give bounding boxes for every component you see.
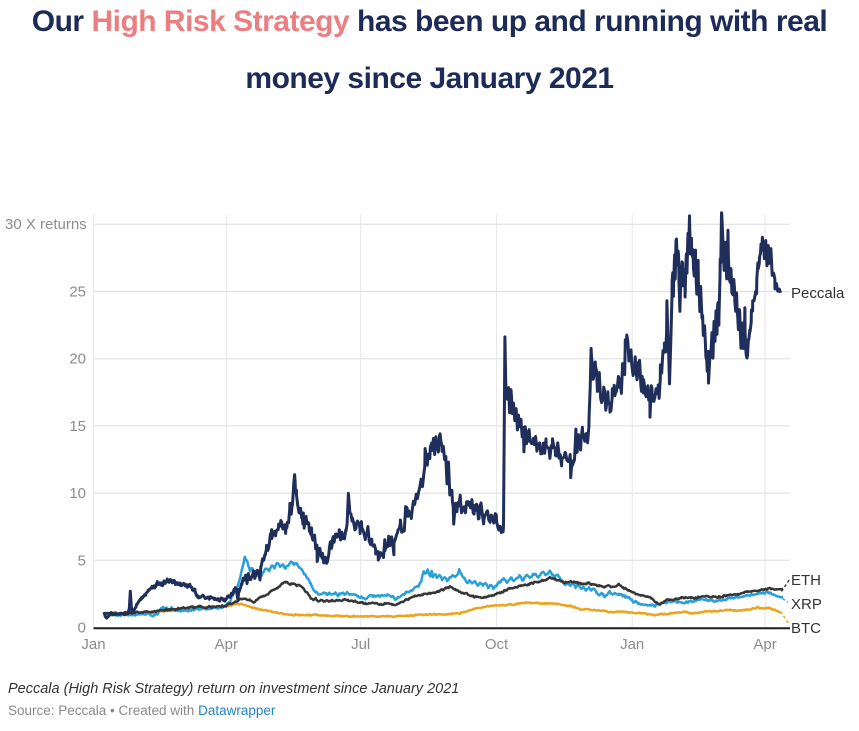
- svg-text:XRP: XRP: [791, 596, 822, 613]
- svg-text:Jan: Jan: [81, 636, 105, 653]
- svg-text:Jul: Jul: [351, 636, 370, 653]
- svg-text:5: 5: [78, 552, 86, 569]
- svg-text:ETH: ETH: [791, 572, 821, 589]
- svg-text:Apr: Apr: [753, 636, 776, 653]
- svg-text:Jan: Jan: [620, 636, 644, 653]
- svg-text:Oct: Oct: [485, 636, 509, 653]
- svg-text:30 X returns: 30 X returns: [5, 216, 87, 233]
- svg-text:BTC: BTC: [791, 620, 821, 637]
- svg-text:20: 20: [69, 351, 86, 368]
- svg-text:10: 10: [69, 485, 86, 502]
- svg-text:25: 25: [69, 284, 86, 301]
- svg-text:15: 15: [69, 418, 86, 435]
- svg-text:Apr: Apr: [215, 636, 238, 653]
- svg-text:Peccala: Peccala: [791, 285, 845, 302]
- svg-text:0: 0: [78, 620, 86, 637]
